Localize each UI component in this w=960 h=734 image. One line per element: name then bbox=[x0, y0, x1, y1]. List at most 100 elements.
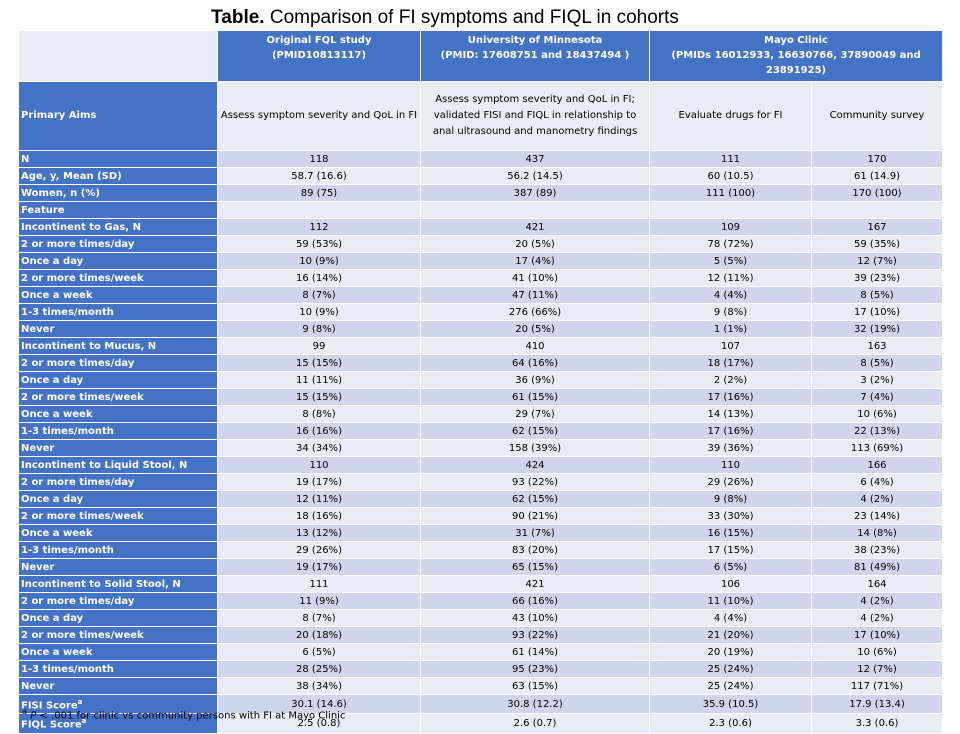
table-cell: 11 (9%) bbox=[217, 592, 421, 610]
table-cell: 15 (15%) bbox=[217, 354, 421, 372]
row-label-text: 2 or more times/week bbox=[21, 629, 144, 641]
row-label: Once a week bbox=[18, 643, 218, 661]
row-label: Age, y, Mean (SD) bbox=[18, 167, 218, 185]
row-label-text: 2 or more times/day bbox=[21, 238, 135, 250]
aim-cell: Evaluate drugs for FI bbox=[649, 81, 812, 151]
table-cell: 16 (15%) bbox=[649, 524, 812, 542]
table-cell: 18 (17%) bbox=[649, 354, 812, 372]
table-row: Incontinent to Gas, N 112 421 109 167 bbox=[18, 218, 943, 236]
table-cell: 110 bbox=[649, 456, 812, 474]
table-cell: 2.3 (0.6) bbox=[649, 713, 812, 734]
table-cell: 10 (9%) bbox=[217, 252, 421, 270]
row-label: 1-3 times/month bbox=[18, 303, 218, 321]
table-cell: 29 (7%) bbox=[420, 405, 650, 423]
table-cell: 43 (10%) bbox=[420, 609, 650, 627]
table-cell: 17.9 (13.4) bbox=[811, 693, 943, 715]
row-label-text: 1-3 times/month bbox=[21, 425, 114, 437]
table-cell: 164 bbox=[811, 575, 943, 593]
row-label: Once a week bbox=[18, 286, 218, 304]
table-cell: 106 bbox=[649, 575, 812, 593]
table-cell bbox=[217, 201, 421, 219]
table-cell: 19 (17%) bbox=[217, 473, 421, 491]
table-cell: 62 (15%) bbox=[420, 422, 650, 440]
table-cell: 117 (71%) bbox=[811, 677, 943, 695]
table-cell: 23 (14%) bbox=[811, 507, 943, 525]
column-header-name: Original FQL study bbox=[266, 35, 372, 46]
row-label-text: Never bbox=[21, 442, 55, 454]
row-label-text: Women, n (%) bbox=[21, 187, 100, 199]
table-body: Original FQL study (PMID10813117) Univer… bbox=[18, 30, 943, 734]
table-cell: 4 (2%) bbox=[811, 609, 943, 627]
column-header-name: Mayo Clinic bbox=[764, 35, 828, 46]
row-label-text: Feature bbox=[21, 204, 65, 216]
table-cell: 10 (9%) bbox=[217, 303, 421, 321]
row-label-text: Once a day bbox=[21, 255, 84, 267]
row-label-text: Never bbox=[21, 561, 55, 573]
table-cell: 29 (26%) bbox=[217, 541, 421, 559]
title-lead: Table. bbox=[211, 7, 265, 28]
table-cell: 9 (8%) bbox=[649, 303, 812, 321]
table-row: 1-3 times/month 28 (25%) 95 (23%) 25 (24%) 1… bbox=[18, 660, 943, 678]
row-label: N bbox=[18, 150, 218, 168]
row-label: Once a week bbox=[18, 405, 218, 423]
table-row: Women, n (%) 89 (75) 387 (89) 111 (100) 170 … bbox=[18, 184, 943, 202]
table-cell: 59 (35%) bbox=[811, 235, 943, 253]
column-header-name: University of Minnesota bbox=[467, 35, 603, 46]
table-row: Once a week 8 (8%) 29 (7%) 14 (13%) 10 (6%) bbox=[18, 405, 943, 423]
row-label-text: Incontinent to Gas, N bbox=[21, 221, 141, 233]
table-row: Never 38 (34%) 63 (15%) 25 (24%) 117 (71%) bbox=[18, 677, 943, 695]
row-label: 2 or more times/day bbox=[18, 473, 218, 491]
table-cell: 30.1 (14.6) bbox=[217, 693, 421, 715]
row-label-text: Once a day bbox=[21, 612, 84, 624]
table-cell: 9 (8%) bbox=[217, 320, 421, 338]
row-label: 2 or more times/day bbox=[18, 354, 218, 372]
table-cell: 112 bbox=[217, 218, 421, 236]
table-cell: 17 (4%) bbox=[420, 252, 650, 270]
row-label: Incontinent to Liquid Stool, N bbox=[18, 456, 218, 474]
table-cell: 118 bbox=[217, 150, 421, 168]
table-cell: 33 (30%) bbox=[649, 507, 812, 525]
table-row: Once a day 11 (11%) 36 (9%) 2 (2%) 3 (2%) bbox=[18, 371, 943, 389]
table-cell: 8 (7%) bbox=[217, 286, 421, 304]
header-corner bbox=[18, 30, 218, 82]
title-text: Comparison of FI symptoms and FIQL in co… bbox=[269, 7, 679, 28]
table-cell: 9 (8%) bbox=[649, 490, 812, 508]
table-cell: 12 (11%) bbox=[217, 490, 421, 508]
row-label-text: Age, y, Mean (SD) bbox=[21, 170, 122, 182]
table-row: Feature bbox=[18, 201, 943, 219]
table-cell: 93 (22%) bbox=[420, 626, 650, 644]
footnote-marker: a bbox=[22, 706, 28, 716]
table-row: Never 19 (17%) 65 (15%) 6 (5%) 81 (49%) bbox=[18, 558, 943, 576]
table-cell bbox=[649, 201, 812, 219]
table-cell: 63 (15%) bbox=[420, 677, 650, 695]
row-label-text: Incontinent to Mucus, N bbox=[21, 340, 157, 352]
table-row: Once a week 8 (7%) 47 (11%) 4 (4%) 8 (5%) bbox=[18, 286, 943, 304]
table-cell: 4 (4%) bbox=[649, 609, 812, 627]
table-row: 1-3 times/month 29 (26%) 83 (20%) 17 (15%) 3… bbox=[18, 541, 943, 559]
table-cell: 61 (15%) bbox=[420, 388, 650, 406]
table-cell: 99 bbox=[217, 337, 421, 355]
table-cell: 60 (10.5) bbox=[649, 167, 812, 185]
row-label-text: Incontinent to Liquid Stool, N bbox=[21, 459, 188, 471]
row-label: FISI Scorea bbox=[18, 693, 218, 715]
aim-cell: Assess symptom severity and QoL in FI bbox=[217, 81, 421, 151]
table-cell: 35.9 (10.5) bbox=[649, 693, 812, 715]
table-cell: 111 (100) bbox=[649, 184, 812, 202]
table-cell: 10 (6%) bbox=[811, 405, 943, 423]
comparison-table: Original FQL study (PMID10813117) Univer… bbox=[18, 30, 943, 734]
table-row: 1-3 times/month 16 (16%) 62 (15%) 17 (16%) 2… bbox=[18, 422, 943, 440]
table-cell: 424 bbox=[420, 456, 650, 474]
row-label-text: Once a week bbox=[21, 527, 93, 539]
table-row: 2 or more times/day 59 (53%) 20 (5%) 78 (72… bbox=[18, 235, 943, 253]
table-row: Once a day 12 (11%) 62 (15%) 9 (8%) 4 (2%) bbox=[18, 490, 943, 508]
table-cell: 16 (14%) bbox=[217, 269, 421, 287]
row-label-text: 2 or more times/week bbox=[21, 391, 144, 403]
table-cell: 421 bbox=[420, 575, 650, 593]
table-cell: 30.8 (12.2) bbox=[420, 693, 650, 715]
table-cell: 13 (12%) bbox=[217, 524, 421, 542]
table-cell: 81 (49%) bbox=[811, 558, 943, 576]
table-cell: 16 (16%) bbox=[217, 422, 421, 440]
row-label-text: 1-3 times/month bbox=[21, 544, 114, 556]
table-cell: 437 bbox=[420, 150, 650, 168]
table-cell: 14 (13%) bbox=[649, 405, 812, 423]
